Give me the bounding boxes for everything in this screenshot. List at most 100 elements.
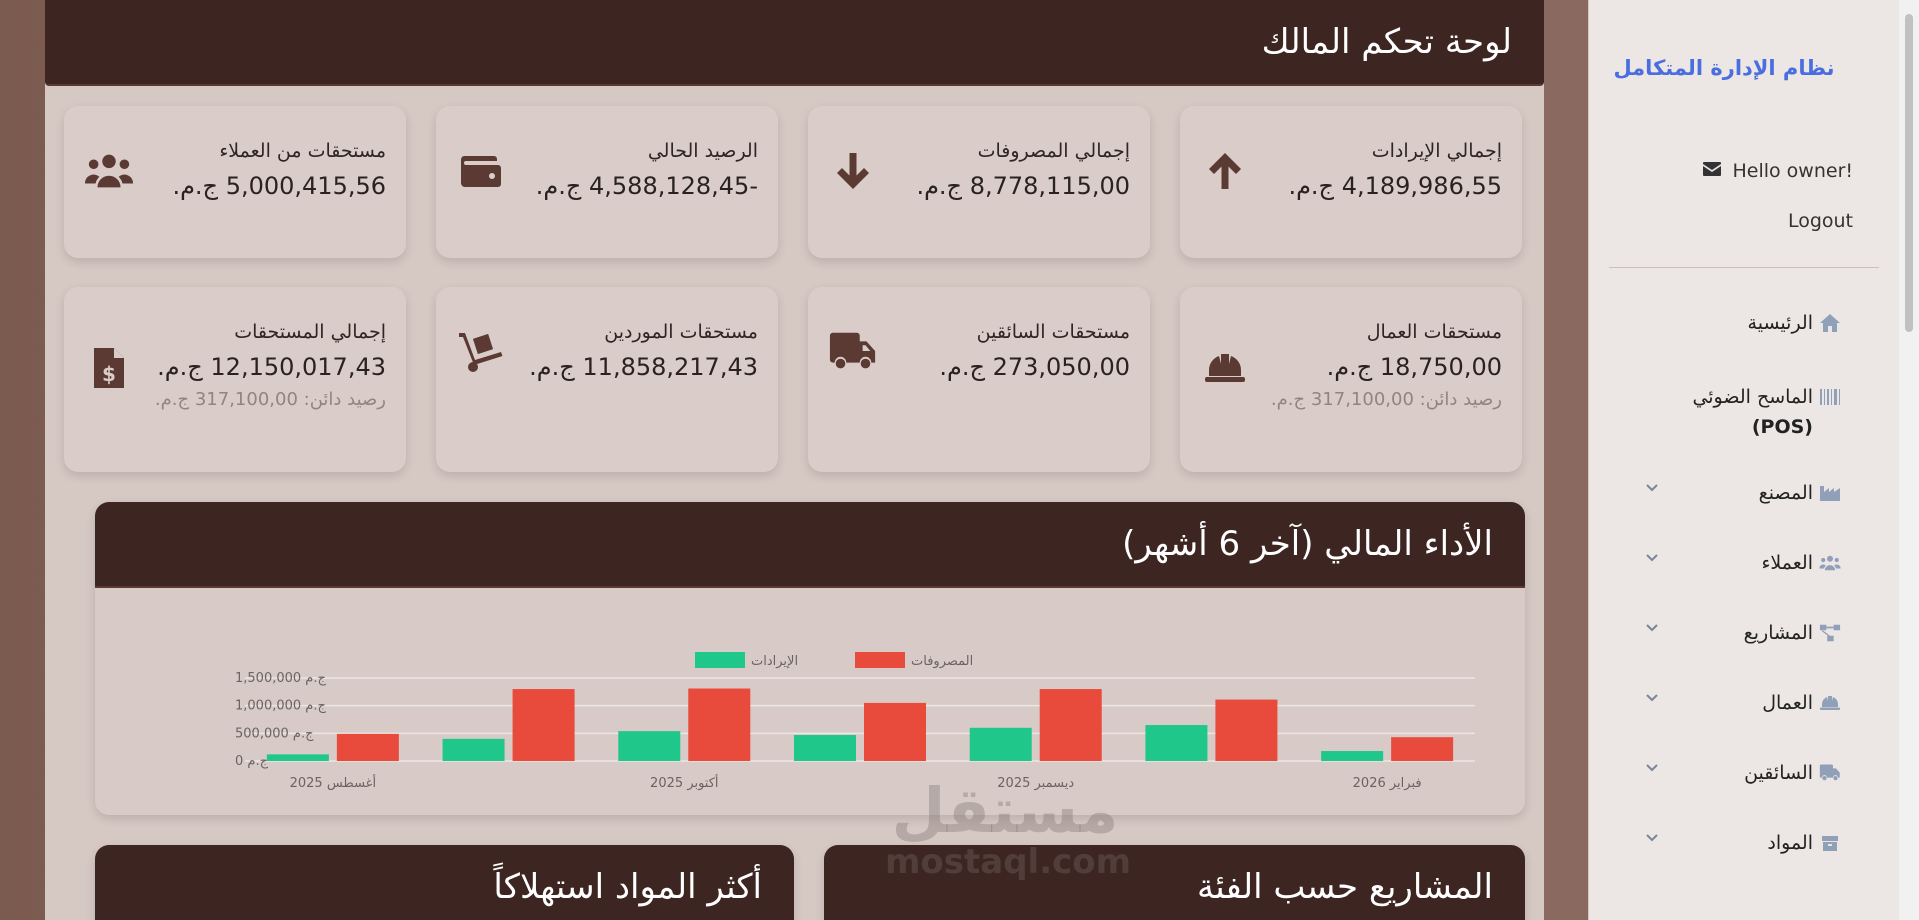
expense-bar: [1039, 689, 1102, 761]
sidebar-item-sublabel: (POS): [1751, 416, 1813, 438]
expense-bar: [1215, 699, 1278, 761]
sidebar-item-label: الرئيسية: [1747, 312, 1813, 334]
y-tick-label: ج.م 0: [235, 754, 269, 769]
projects-by-category-panel: المشاريع حسب الفئة: [824, 845, 1525, 920]
sidebar-item-projects[interactable]: المشاريع: [1744, 622, 1841, 644]
panel-title: أكثر المواد استهلاكاً: [493, 867, 762, 907]
expense-bar: [1391, 737, 1454, 761]
x-tick-label: أكتوبر 2025: [650, 774, 718, 791]
chevron-down-icon[interactable]: [1645, 690, 1659, 704]
industry-icon: [1819, 482, 1841, 504]
hello-text: Hello owner!: [1732, 160, 1853, 182]
envelope-icon: [1702, 160, 1722, 182]
card-workers-due: مستحقات العمال 18,750,00 ج.م. رصيد دائن:…: [1180, 287, 1522, 472]
card-value: 18,750,00 ج.م.: [1326, 353, 1502, 381]
home-icon: [1819, 312, 1841, 334]
truck-icon: [1819, 762, 1841, 784]
logout-link[interactable]: Logout: [1787, 210, 1853, 232]
y-tick-label: ج.م 500,000: [235, 726, 314, 741]
y-tick-label: ج.م 1,500,000: [235, 671, 326, 686]
dolly-icon: [456, 327, 506, 377]
sidebar: نظام الإدارة المتكامل Hello owner! Logou…: [1588, 0, 1899, 920]
revenue-bar: [618, 731, 681, 761]
sidebar-item-label: المصنع: [1758, 482, 1813, 504]
barcode-icon: [1819, 386, 1841, 408]
x-tick-label: فبراير 2026: [1353, 776, 1422, 791]
chevron-down-icon[interactable]: [1645, 760, 1659, 774]
card-total-due: إجمالي المستحقات 12,150,017,43 ج.م. رصيد…: [64, 287, 406, 472]
y-tick-label: ج.م 1,000,000: [235, 699, 326, 714]
file-invoice-dollar-icon: $: [84, 343, 134, 393]
card-drivers-due: مستحقات السائقين 273,050,00 ج.م.: [808, 287, 1150, 472]
legend-swatch: [695, 652, 745, 668]
page-header: لوحة تحكم المالك: [45, 0, 1544, 86]
sidebar-brand[interactable]: نظام الإدارة المتكامل: [1613, 56, 1835, 80]
sidebar-item-workers[interactable]: العمال: [1762, 692, 1841, 714]
wallet-icon: [456, 146, 506, 196]
legend-swatch: [855, 652, 905, 668]
watermark: مستقل mostaql.com: [885, 774, 1132, 883]
panel-title: المشاريع حسب الفئة: [1197, 867, 1493, 907]
page-title: لوحة تحكم المالك: [1261, 22, 1512, 62]
sidebar-divider: [1609, 267, 1879, 268]
panel-header: الأداء المالي (آخر 6 أشهر): [95, 502, 1525, 588]
sidebar-item-drivers[interactable]: السائقين: [1744, 762, 1841, 784]
user-greeting: Hello owner!: [1702, 160, 1853, 182]
scrollbar-thumb[interactable]: [1905, 14, 1913, 332]
card-value: 273,050,00 ج.م.: [939, 353, 1130, 381]
sidebar-item-pos[interactable]: الماسح الضوئي (POS): [1692, 382, 1841, 442]
chevron-down-icon[interactable]: [1645, 620, 1659, 634]
revenue-bar: [1321, 751, 1384, 761]
card-balance: الرصيد الحالي -4,588,128,45 ج.م.: [436, 106, 778, 258]
card-title: إجمالي الإيرادات: [1371, 140, 1502, 162]
sidebar-item-label: العمال: [1762, 692, 1813, 714]
panel-header: المشاريع حسب الفئة: [824, 845, 1525, 920]
card-title: مستحقات السائقين: [976, 321, 1130, 343]
revenue-bar: [266, 754, 329, 761]
scrollbar[interactable]: [1899, 0, 1919, 920]
card-value: 4,189,986,55 ج.م.: [1288, 172, 1502, 200]
sidebar-item-factory[interactable]: المصنع: [1759, 482, 1841, 504]
watermark-arabic: مستقل: [891, 774, 1119, 847]
legend-label: الإيرادات: [751, 654, 798, 669]
card-title: مستحقات الموردين: [604, 321, 758, 343]
users-icon: [1819, 552, 1841, 574]
sidebar-item-label-group: الماسح الضوئي (POS): [1692, 382, 1813, 442]
hard-hat-icon: [1819, 692, 1841, 714]
legend-label: المصروفات: [911, 654, 973, 669]
card-value: 5,000,415,56 ج.م.: [172, 172, 386, 200]
sidebar-item-home[interactable]: الرئيسية: [1748, 312, 1841, 334]
card-revenue: إجمالي الإيرادات 4,189,986,55 ج.م.: [1180, 106, 1522, 258]
chevron-down-icon[interactable]: [1645, 550, 1659, 564]
card-title: إجمالي المصروفات: [977, 140, 1130, 162]
expense-bar: [688, 688, 751, 761]
panel-title: الأداء المالي (آخر 6 أشهر): [1122, 524, 1493, 564]
chevron-down-icon[interactable]: [1645, 480, 1659, 494]
chevron-down-icon[interactable]: [1645, 830, 1659, 844]
arrow-down-icon: [828, 146, 878, 196]
expense-bar: [864, 702, 926, 761]
revenue-bar: [794, 734, 856, 761]
card-value: 11,858,217,43 ج.م.: [529, 353, 758, 381]
main-content: لوحة تحكم المالك إجمالي الإيرادات 4,189,…: [45, 0, 1544, 920]
card-clients-due: مستحقات من العملاء 5,000,415,56 ج.م.: [64, 106, 406, 258]
x-tick-label: أغسطس 2025: [290, 774, 376, 791]
revenue-bar: [1145, 725, 1208, 761]
card-subtext: رصيد دائن: 317,100,00 ج.م.: [1270, 389, 1502, 410]
expense-bar: [512, 689, 575, 761]
card-subtext: رصيد دائن: 317,100,00 ج.م.: [154, 389, 386, 410]
sidebar-item-label: المشاريع: [1743, 622, 1813, 644]
project-diagram-icon: [1819, 622, 1841, 644]
card-value: -4,588,128,45 ج.م.: [535, 172, 758, 200]
revenue-bar: [969, 727, 1032, 761]
svg-text:$: $: [102, 362, 116, 386]
sidebar-item-clients[interactable]: العملاء: [1762, 552, 1842, 574]
card-title: مستحقات العمال: [1366, 321, 1502, 343]
card-value: 8,778,115,00 ج.م.: [916, 172, 1130, 200]
watermark-latin: mostaql.com: [885, 842, 1132, 882]
sidebar-item-label: المواد: [1767, 832, 1813, 854]
sidebar-item-label: الماسح الضوئي: [1692, 386, 1813, 408]
card-expenses: إجمالي المصروفات 8,778,115,00 ج.م.: [808, 106, 1150, 258]
sidebar-item-materials[interactable]: المواد: [1767, 832, 1841, 854]
financial-performance-panel: الأداء المالي (آخر 6 أشهر) ج.م 0 ج.م 500,…: [95, 502, 1525, 815]
